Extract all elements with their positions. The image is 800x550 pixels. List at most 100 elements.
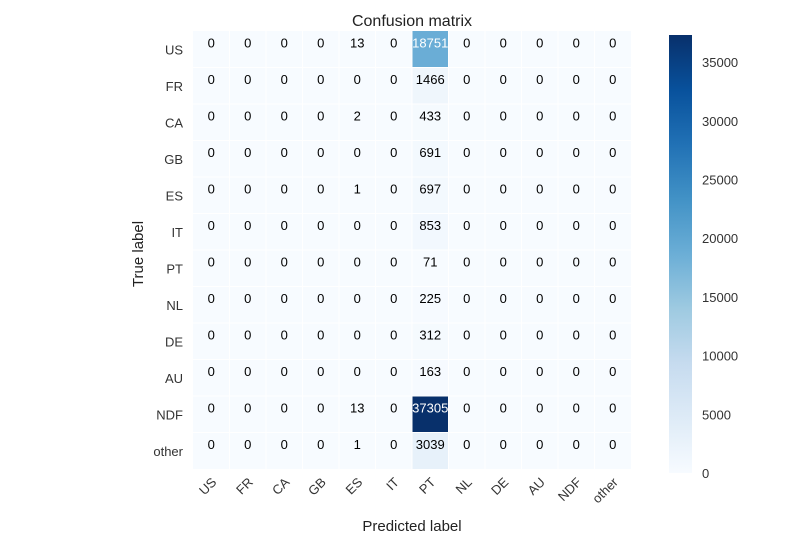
cell-value-label: 0 [390, 328, 397, 343]
cell-value-label: 0 [317, 145, 324, 160]
cell-value-label: 0 [390, 401, 397, 416]
matrix-cell [193, 359, 230, 396]
matrix-cell [193, 286, 230, 323]
cell-value-label: 0 [609, 401, 616, 416]
x-tick-label: PT [416, 474, 438, 496]
matrix-cell [448, 250, 485, 287]
matrix-cell [229, 323, 266, 360]
colorbar-tick-label: 20000 [702, 231, 738, 246]
matrix-cell [266, 177, 303, 214]
cell-value-label: 0 [573, 72, 580, 87]
matrix-cell [193, 250, 230, 287]
cell-value-label: 0 [317, 437, 324, 452]
cell-value-label: 0 [244, 364, 251, 379]
matrix-cell [302, 104, 339, 141]
y-tick-label: FR [166, 79, 183, 94]
matrix-cell [594, 140, 631, 177]
matrix-cell-labels: 0 0 0 0 13 0 18751 0 0 0 0 0 0 0 0 0 0 0 1466 0 0 0 0 0 0 0 0 0 2 0 43… [208, 36, 617, 453]
matrix-cell [485, 359, 522, 396]
cell-value-label: 0 [244, 72, 251, 87]
matrix-cell [594, 359, 631, 396]
matrix-cell [375, 140, 412, 177]
cell-value-label: 0 [609, 328, 616, 343]
cell-value-label: 0 [463, 328, 470, 343]
matrix-cell [412, 104, 449, 141]
cell-value-label: 0 [463, 109, 470, 124]
cell-value-label: 0 [281, 36, 288, 51]
cell-value-label: 0 [244, 145, 251, 160]
cell-value-label: 0 [354, 255, 361, 270]
y-tick-label: GB [164, 152, 183, 167]
cell-value-label: 13 [350, 36, 364, 51]
cell-value-label: 0 [463, 401, 470, 416]
matrix-cell [229, 359, 266, 396]
cell-value-label: 0 [573, 145, 580, 160]
matrix-cell [229, 31, 266, 68]
matrix-cell [448, 104, 485, 141]
matrix-cell [521, 177, 558, 214]
matrix-cell [485, 286, 522, 323]
matrix-cell [339, 67, 376, 104]
cell-value-label: 0 [354, 218, 361, 233]
cell-value-label: 3039 [416, 437, 445, 452]
cell-value-label: 0 [536, 218, 543, 233]
y-tick-label: AU [165, 371, 183, 386]
matrix-cell [302, 213, 339, 250]
cell-value-label: 0 [463, 218, 470, 233]
matrix-cell [485, 396, 522, 433]
matrix-cell [485, 250, 522, 287]
cell-value-label: 0 [281, 218, 288, 233]
cell-value-label: 0 [354, 145, 361, 160]
matrix-cell [339, 140, 376, 177]
cell-value-label: 0 [536, 291, 543, 306]
cell-value-label: 1 [354, 437, 361, 452]
cell-value-label: 0 [536, 109, 543, 124]
cell-value-label: 0 [536, 364, 543, 379]
cell-value-label: 0 [390, 72, 397, 87]
matrix-cell [412, 432, 449, 469]
cell-value-label: 13 [350, 401, 364, 416]
matrix-cell [339, 286, 376, 323]
matrix-cell [412, 177, 449, 214]
matrix-cell [302, 67, 339, 104]
cell-value-label: 0 [536, 328, 543, 343]
matrix-cell [558, 67, 595, 104]
cell-value-label: 0 [536, 437, 543, 452]
matrix-cell [448, 286, 485, 323]
cell-value-label: 0 [500, 182, 507, 197]
cell-value-label: 0 [463, 36, 470, 51]
cell-value-label: 0 [208, 401, 215, 416]
matrix-cell [302, 396, 339, 433]
cell-value-label: 1466 [416, 72, 445, 87]
cell-value-label: 0 [281, 182, 288, 197]
cell-value-label: 0 [390, 437, 397, 452]
cell-value-label: 0 [281, 109, 288, 124]
cell-value-label: 0 [500, 328, 507, 343]
matrix-cell [485, 31, 522, 68]
cell-value-label: 0 [317, 328, 324, 343]
y-tick-label: NL [166, 298, 183, 313]
matrix-cell [339, 31, 376, 68]
cell-value-label: 0 [573, 109, 580, 124]
x-tick-label: DE [488, 474, 512, 498]
cell-value-label: 0 [244, 255, 251, 270]
matrix-cell [375, 67, 412, 104]
cell-value-label: 0 [500, 437, 507, 452]
matrix-cell [485, 177, 522, 214]
matrix-cell [594, 177, 631, 214]
cell-value-label: 0 [573, 364, 580, 379]
matrix-cell [412, 213, 449, 250]
matrix-cell [302, 250, 339, 287]
matrix-cell [594, 323, 631, 360]
matrix-cell [339, 104, 376, 141]
matrix-cell [448, 31, 485, 68]
cell-value-label: 0 [609, 145, 616, 160]
cell-value-label: 0 [463, 145, 470, 160]
matrix-cell [558, 250, 595, 287]
cell-value-label: 0 [390, 145, 397, 160]
matrix-cell [594, 213, 631, 250]
matrix-cell [229, 140, 266, 177]
matrix-cell [558, 213, 595, 250]
matrix-cell [375, 213, 412, 250]
